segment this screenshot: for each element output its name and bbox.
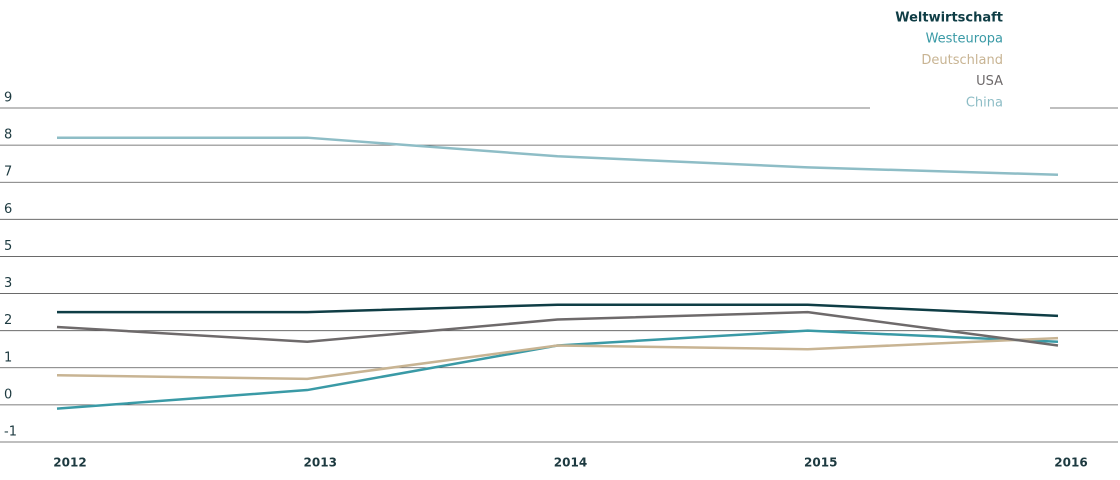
- y-tick-label: 2: [4, 313, 12, 328]
- x-tick-label: 2012: [53, 456, 86, 470]
- y-tick-label: 3: [4, 276, 12, 291]
- y-tick-label: 7: [4, 165, 12, 180]
- y-tick-label: 9: [4, 91, 12, 106]
- y-tick-label: 8: [4, 128, 12, 143]
- y-tick-label: 1: [4, 350, 12, 365]
- series-line: [56, 336, 1059, 381]
- legend-label: Weltwirtschaft: [895, 11, 1003, 26]
- x-tick-label: 2013: [304, 456, 337, 470]
- legend-label: USA: [976, 74, 1003, 89]
- legend-label: China: [966, 95, 1003, 110]
- x-tick-label: 2015: [804, 456, 837, 470]
- y-tick-label: 0: [4, 387, 12, 402]
- legend-background: [870, 5, 1050, 113]
- x-tick-label: 2016: [1054, 456, 1087, 470]
- series-line: [56, 329, 1059, 410]
- x-tick-label: 2014: [554, 456, 587, 470]
- series-line: [57, 136, 1059, 177]
- legend-label: Deutschland: [921, 53, 1003, 68]
- y-tick-label: 6: [4, 202, 12, 217]
- legend-label: Westeuropa: [926, 32, 1003, 47]
- y-tick-label: -1: [4, 425, 17, 440]
- series-line: [57, 303, 1059, 318]
- y-tick-label: 5: [4, 239, 12, 254]
- series-line: [56, 310, 1059, 347]
